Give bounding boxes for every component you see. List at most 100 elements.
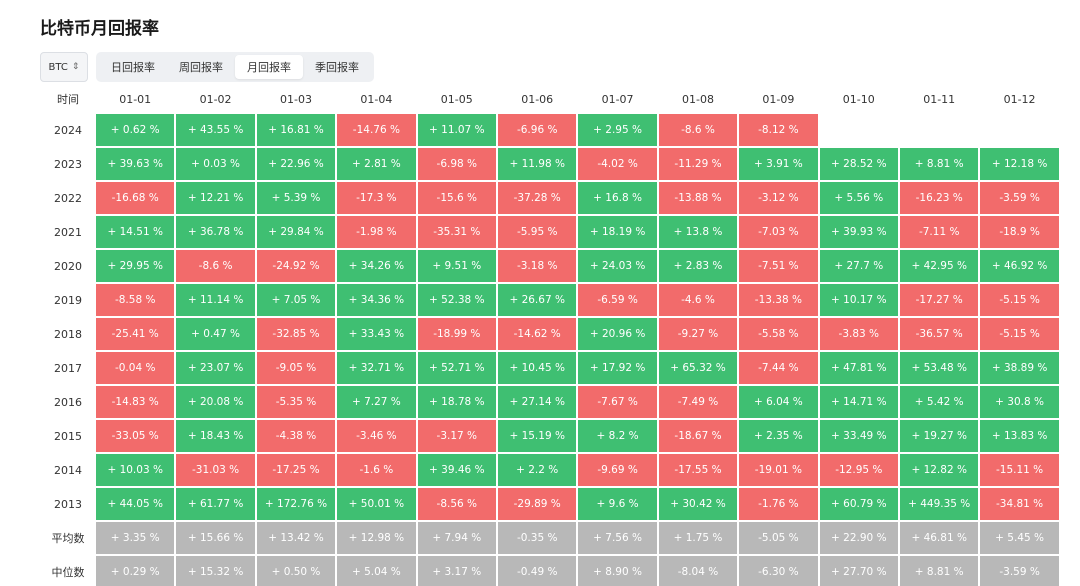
- summary-cell: + 7.94 %: [417, 522, 496, 554]
- return-cell: -8.6 %: [176, 250, 255, 282]
- return-cell: + 12.21 %: [176, 182, 255, 214]
- return-cell: -17.25 %: [256, 454, 336, 486]
- summary-cell: -5.05 %: [739, 522, 818, 554]
- return-cell: + 15.19 %: [498, 420, 577, 452]
- return-cell: + 39.93 %: [819, 216, 898, 248]
- return-cell: + 19.27 %: [900, 420, 979, 452]
- tab-quarterly[interactable]: 季回报率: [315, 61, 359, 74]
- period-tabs: 日回报率 周回报率 月回报率 季回报率: [96, 52, 374, 82]
- return-cell: + 30.8 %: [980, 386, 1059, 418]
- tab-daily[interactable]: 日回报率: [111, 61, 155, 74]
- return-cell: -17.3 %: [337, 182, 416, 214]
- return-cell: -18.67 %: [658, 420, 738, 452]
- return-cell: + 61.77 %: [176, 488, 255, 520]
- return-cell: -34.81 %: [980, 488, 1059, 520]
- return-cell: + 43.55 %: [176, 114, 255, 146]
- column-header: 01-07: [601, 92, 634, 106]
- return-cell: + 7.27 %: [337, 386, 416, 418]
- year-label: 2022: [54, 191, 82, 205]
- return-cell: -0.04 %: [96, 352, 175, 384]
- return-cell: -3.59 %: [980, 182, 1059, 214]
- return-cell: + 60.79 %: [819, 488, 898, 520]
- column-header: 01-04: [360, 92, 393, 106]
- column-header: 01-05: [440, 92, 473, 106]
- tab-weekly[interactable]: 周回报率: [179, 61, 223, 74]
- return-cell: + 0.62 %: [96, 114, 175, 146]
- summary-cell: + 13.42 %: [256, 522, 336, 554]
- return-cell: + 52.71 %: [417, 352, 496, 384]
- return-cell: + 39.63 %: [96, 148, 175, 180]
- return-cell: + 11.14 %: [176, 284, 255, 316]
- return-cell: -7.49 %: [658, 386, 738, 418]
- return-cell: -7.11 %: [900, 216, 979, 248]
- return-cell: -5.15 %: [980, 284, 1059, 316]
- return-cell: -17.55 %: [658, 454, 738, 486]
- return-cell: + 13.8 %: [658, 216, 738, 248]
- return-cell: + 23.07 %: [176, 352, 255, 384]
- return-cell: + 11.98 %: [498, 148, 577, 180]
- summary-cell: + 46.81 %: [900, 522, 979, 554]
- return-cell: -8.12 %: [739, 114, 818, 146]
- return-cell: + 2.81 %: [337, 148, 416, 180]
- return-cell: -13.38 %: [739, 284, 818, 316]
- return-cell: + 172.76 %: [256, 488, 336, 520]
- summary-cell: + 12.98 %: [337, 522, 416, 554]
- return-cell: + 6.04 %: [739, 386, 818, 418]
- return-cell: -1.6 %: [337, 454, 416, 486]
- return-cell: + 20.96 %: [578, 318, 657, 350]
- return-cell: -5.35 %: [256, 386, 336, 418]
- return-cell: + 10.45 %: [498, 352, 577, 384]
- return-cell: + 12.18 %: [980, 148, 1059, 180]
- return-cell: + 18.43 %: [176, 420, 255, 452]
- return-cell: + 14.71 %: [819, 386, 898, 418]
- summary-cell: -0.35 %: [498, 522, 577, 554]
- return-cell: + 47.81 %: [819, 352, 898, 384]
- column-header: 01-03: [280, 92, 312, 106]
- return-cell: + 28.52 %: [819, 148, 898, 180]
- tab-monthly[interactable]: 月回报率: [235, 55, 303, 79]
- return-cell: + 5.39 %: [256, 182, 336, 214]
- return-cell: -33.05 %: [96, 420, 175, 452]
- return-cell: + 11.07 %: [417, 114, 496, 146]
- summary-cell: -8.04 %: [658, 556, 738, 586]
- return-cell: -7.67 %: [578, 386, 657, 418]
- return-cell: + 30.42 %: [658, 488, 738, 520]
- return-cell: + 9.51 %: [417, 250, 496, 282]
- asset-select[interactable]: BTC ⇕: [40, 52, 88, 82]
- column-header: 01-01: [119, 92, 152, 106]
- return-cell: + 16.8 %: [578, 182, 657, 214]
- corner-label: 时间: [57, 93, 79, 106]
- return-cell: -9.05 %: [256, 352, 336, 384]
- return-cell: -25.41 %: [96, 318, 175, 350]
- return-cell: -8.6 %: [658, 114, 738, 146]
- return-cell: -37.28 %: [498, 182, 577, 214]
- return-cell: -15.11 %: [980, 454, 1059, 486]
- return-cell: -5.95 %: [498, 216, 577, 248]
- column-header: 01-02: [199, 92, 232, 106]
- return-cell: -3.46 %: [337, 420, 416, 452]
- summary-cell: + 0.50 %: [256, 556, 336, 586]
- year-label: 2013: [54, 497, 82, 511]
- return-cell: + 32.71 %: [337, 352, 416, 384]
- return-cell: -15.6 %: [417, 182, 496, 214]
- return-cell: + 16.81 %: [256, 114, 336, 146]
- return-cell: -18.99 %: [417, 318, 496, 350]
- return-cell: + 44.05 %: [96, 488, 175, 520]
- year-label: 2023: [54, 157, 82, 171]
- return-cell: + 22.96 %: [256, 148, 336, 180]
- year-label: 2021: [54, 225, 82, 239]
- return-cell: -3.12 %: [739, 182, 818, 214]
- return-cell: -6.98 %: [417, 148, 496, 180]
- return-cell: + 8.81 %: [900, 148, 979, 180]
- return-cell: -3.17 %: [417, 420, 496, 452]
- return-cell: -24.92 %: [256, 250, 336, 282]
- return-cell: -7.51 %: [739, 250, 818, 282]
- year-label: 2020: [54, 259, 82, 273]
- return-cell: + 27.14 %: [498, 386, 577, 418]
- return-cell: + 33.49 %: [819, 420, 898, 452]
- return-cell: + 50.01 %: [337, 488, 416, 520]
- summary-cell: -0.49 %: [498, 556, 577, 586]
- summary-cell: + 15.66 %: [176, 522, 255, 554]
- return-cell: + 26.67 %: [498, 284, 577, 316]
- return-cell: + 20.08 %: [176, 386, 255, 418]
